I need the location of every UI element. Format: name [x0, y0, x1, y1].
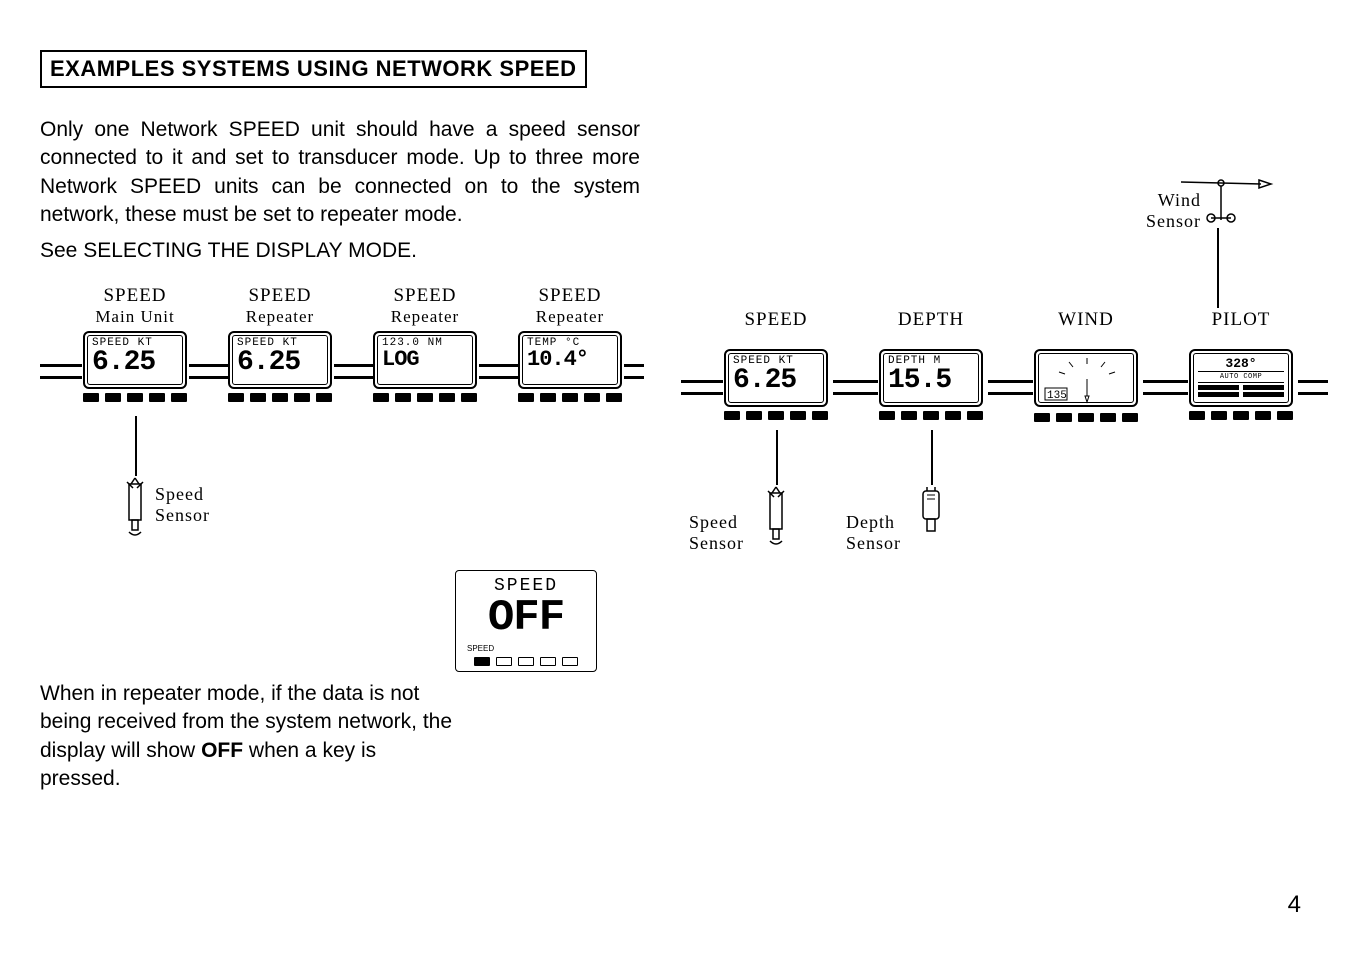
section-heading: EXAMPLES SYSTEMS USING NETWORK SPEED [40, 50, 587, 88]
pilot-mode: AUTO COMP [1198, 372, 1284, 383]
speed-sensor-label: SpeedSensor [155, 484, 210, 526]
unit-subtitle: Repeater [215, 307, 345, 327]
lcd-display: 123.0 NM LOG [373, 331, 477, 389]
connector [479, 364, 519, 379]
lcd-display: 135 [1034, 349, 1138, 407]
speed-sensor-label: SpeedSensor [689, 512, 744, 554]
unit-title: PILOT [1176, 310, 1306, 331]
page-number: 4 [1288, 891, 1301, 919]
button-row [1176, 411, 1306, 420]
connector [1143, 380, 1188, 395]
unit-title: SPEED [505, 286, 635, 307]
unit-title: SPEED [70, 286, 200, 307]
lcd-display: TEMP °C 10.4° [518, 331, 622, 389]
speed-sensor-icon [123, 476, 147, 536]
connector [931, 430, 933, 485]
button-row [360, 393, 490, 402]
lcd-value: 15.5 [888, 367, 974, 395]
connector [681, 380, 723, 395]
lcd-value: 10.4° [527, 349, 613, 371]
connector [1298, 380, 1328, 395]
depth-sensor-icon [919, 485, 943, 535]
paragraph-1: Only one Network SPEED unit should have … [40, 116, 640, 229]
unit-subtitle: Main Unit [70, 307, 200, 327]
depth-sensor-label: DepthSensor [846, 512, 901, 554]
bold-off: OFF [201, 739, 243, 762]
button-row [505, 393, 635, 402]
lcd-value: 6.25 [237, 349, 323, 377]
lcd-display: SPEED KT 6.25 [228, 331, 332, 389]
wind-sensor-icon [1181, 170, 1291, 230]
button-row [461, 657, 591, 666]
paragraph-2: See SELECTING THE DISPLAY MODE. [40, 237, 640, 265]
lcd-display: DEPTH M 15.5 [879, 349, 983, 407]
connector [776, 430, 778, 485]
button-row [866, 411, 996, 420]
lcd-display: SPEED KT 6.25 [83, 331, 187, 389]
off-value: OFF [461, 596, 591, 640]
wind-dial-icon: 135 [1039, 354, 1135, 404]
bottom-paragraph: When in repeater mode, if the data is no… [40, 680, 460, 793]
off-display: SPEED OFF SPEED [455, 570, 597, 672]
unit-title: SPEED [360, 286, 490, 307]
button-row [1021, 413, 1151, 422]
unit-subtitle: Repeater [505, 307, 635, 327]
unit-title: SPEED [711, 310, 841, 331]
button-row [711, 411, 841, 420]
right-diagram: WindSensor SPEED SPEED KT 6.25 [681, 140, 1331, 600]
connector [1217, 228, 1219, 308]
button-row [215, 393, 345, 402]
connector [189, 364, 229, 379]
unit-title: SPEED [215, 286, 345, 307]
connector [833, 380, 878, 395]
unit-title: DEPTH [866, 310, 996, 331]
lcd-value: 6.25 [733, 367, 819, 395]
pilot-heading: 328° [1198, 356, 1284, 372]
lcd-value: 6.25 [92, 349, 178, 377]
connector [624, 364, 644, 379]
speed-sensor-icon [764, 485, 788, 545]
unit-subtitle: Repeater [360, 307, 490, 327]
unit-title: WIND [1021, 310, 1151, 331]
connector [40, 364, 82, 379]
heading-text: EXAMPLES SYSTEMS USING NETWORK SPEED [50, 56, 577, 82]
lcd-display: SPEED KT 6.25 [724, 349, 828, 407]
lcd-value: LOG [382, 349, 468, 371]
lcd-display: 328° AUTO COMP [1189, 349, 1293, 407]
off-tiny-label: SPEED [461, 644, 591, 653]
wind-reading: 135 [1047, 390, 1067, 402]
connector [135, 416, 137, 476]
connector [988, 380, 1033, 395]
connector [334, 364, 374, 379]
button-row [70, 393, 200, 402]
